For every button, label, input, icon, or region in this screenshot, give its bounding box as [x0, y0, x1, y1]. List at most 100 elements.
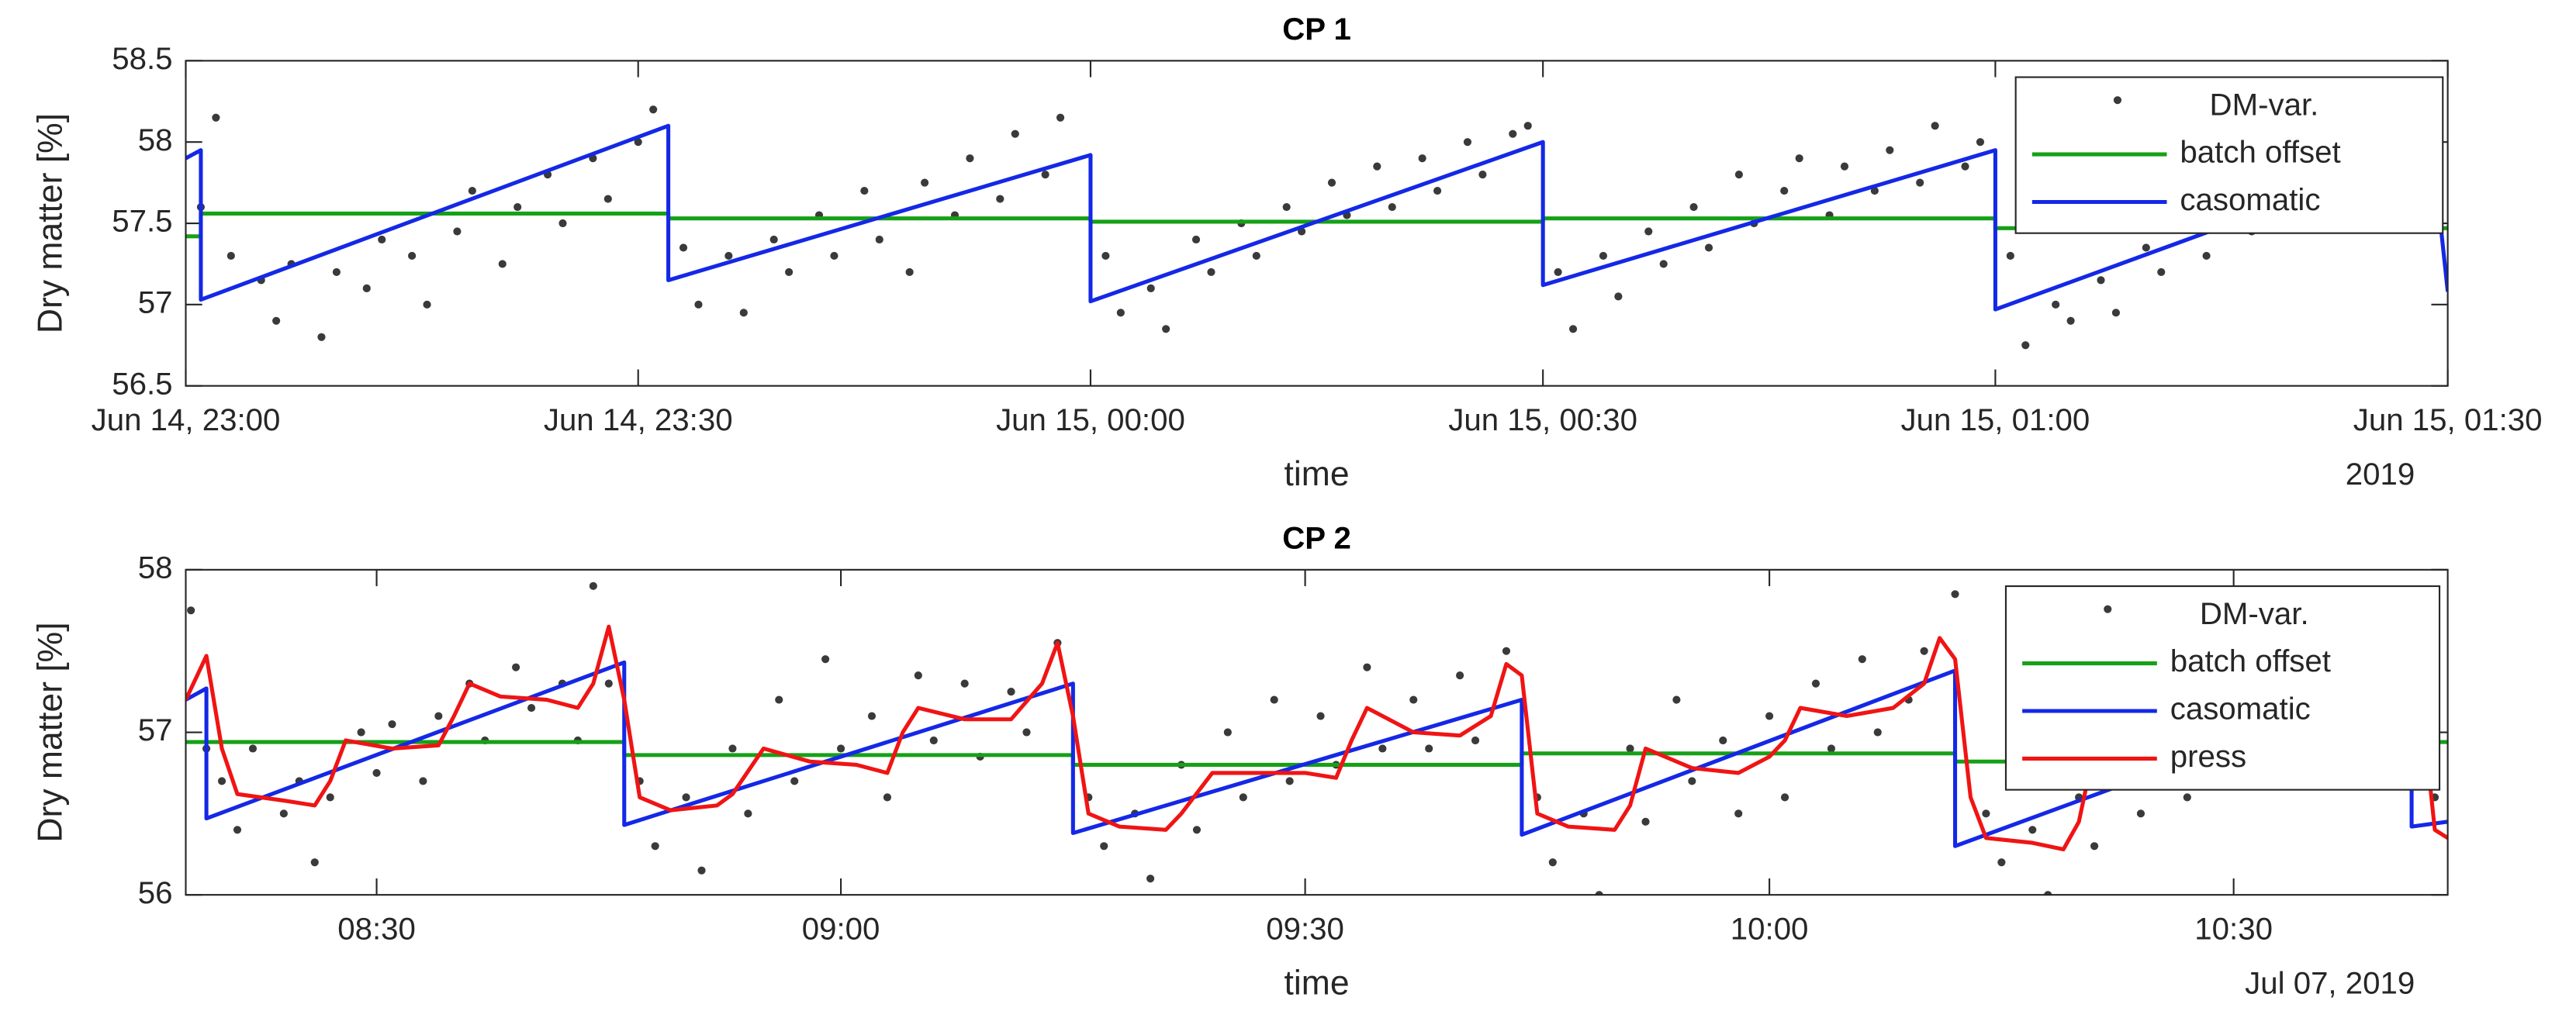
data-point — [2142, 243, 2150, 252]
data-point — [1644, 227, 1653, 236]
data-point — [1463, 138, 1472, 147]
data-point — [1719, 736, 1727, 745]
data-point — [2028, 826, 2037, 834]
data-point — [1641, 817, 1650, 826]
y-tick-label: 58 — [138, 550, 173, 585]
x-tick-label: 10:30 — [2194, 911, 2273, 946]
data-point — [498, 260, 507, 268]
x-tick-label: 08:30 — [337, 911, 416, 946]
axes-box — [185, 568, 2449, 896]
data-point — [1920, 647, 1928, 655]
y-tick-label: 58.5 — [112, 41, 172, 76]
data-point — [1146, 284, 1155, 292]
data-point — [212, 113, 220, 122]
data-point — [1270, 695, 1278, 704]
x-axis-label: time — [1285, 455, 1350, 493]
data-point — [867, 712, 877, 720]
data-point — [558, 219, 567, 228]
data-point — [744, 809, 752, 818]
data-point — [2202, 251, 2211, 261]
data-point — [468, 186, 476, 195]
data-point — [883, 793, 892, 802]
data-point — [914, 671, 922, 680]
data-point — [226, 251, 235, 261]
data-point — [378, 235, 386, 244]
data-point — [310, 858, 319, 867]
data-point — [217, 777, 226, 785]
data-point — [2183, 793, 2191, 802]
data-point — [1688, 777, 1696, 785]
y-tick-label: 58 — [138, 123, 173, 157]
data-point — [775, 695, 783, 704]
data-point — [2097, 276, 2105, 285]
data-point — [603, 195, 612, 203]
data-point — [1568, 325, 1578, 333]
legend-label: casomatic — [2180, 182, 2320, 217]
data-point — [1689, 202, 1698, 212]
data-point — [1056, 113, 1065, 122]
data-point — [1146, 875, 1155, 883]
data-point — [960, 679, 969, 688]
data-point — [1223, 728, 1232, 737]
data-point — [830, 251, 838, 261]
data-point — [1840, 162, 1849, 171]
data-point — [1363, 663, 1371, 671]
data-point — [2006, 251, 2014, 261]
data-point — [1734, 809, 1743, 818]
data-point — [272, 316, 281, 325]
data-point — [1316, 712, 1325, 720]
data-point — [187, 606, 195, 615]
x-tick-label: Jun 15, 01:30 — [2353, 402, 2543, 437]
data-point — [2066, 316, 2075, 325]
data-point — [408, 251, 417, 261]
data-point — [634, 138, 642, 147]
data-point — [1554, 267, 1562, 276]
data-point — [1191, 235, 1201, 244]
data-point — [1425, 744, 1433, 753]
legend-swatch — [2113, 96, 2122, 105]
data-point — [1388, 202, 1396, 212]
data-point — [1672, 695, 1681, 704]
data-point — [332, 267, 341, 276]
data-point — [724, 251, 733, 261]
data-point — [604, 679, 613, 688]
data-point — [2157, 267, 2166, 276]
data-point — [1916, 178, 1924, 187]
data-point — [1780, 186, 1789, 195]
series-line — [185, 624, 2448, 852]
data-point — [1976, 138, 1985, 147]
data-point — [769, 235, 778, 244]
data-point — [728, 744, 737, 753]
data-point — [1471, 736, 1480, 745]
legend-label: press — [2170, 739, 2246, 774]
data-point — [1239, 793, 1247, 802]
data-point — [1961, 162, 1969, 171]
data-point — [2021, 341, 2030, 350]
x-tick-label: 09:00 — [802, 911, 880, 946]
data-point — [1734, 171, 1743, 179]
data-point — [1011, 129, 1019, 138]
data-point — [785, 267, 794, 276]
data-point — [1418, 154, 1426, 163]
data-point — [739, 309, 748, 317]
data-point — [996, 195, 1004, 203]
data-point — [1873, 728, 1882, 737]
data-point — [1659, 260, 1668, 268]
data-point — [1207, 267, 1215, 276]
axes-box — [185, 60, 2449, 387]
data-point — [1982, 809, 1990, 818]
legend-swatch — [2104, 605, 2112, 613]
chart-title: CP 1 — [1282, 12, 1351, 47]
data-point — [1502, 647, 1511, 655]
y-tick-label: 57.5 — [112, 204, 172, 239]
data-point — [694, 300, 703, 309]
data-point — [821, 655, 830, 664]
series-line — [185, 123, 2448, 312]
x-tick-label: Jun 15, 01:00 — [1901, 402, 2090, 437]
data-point — [1614, 292, 1623, 301]
data-point — [1870, 186, 1879, 195]
data-point — [2044, 891, 2052, 895]
data-point — [682, 793, 690, 802]
data-point — [1951, 590, 1959, 599]
